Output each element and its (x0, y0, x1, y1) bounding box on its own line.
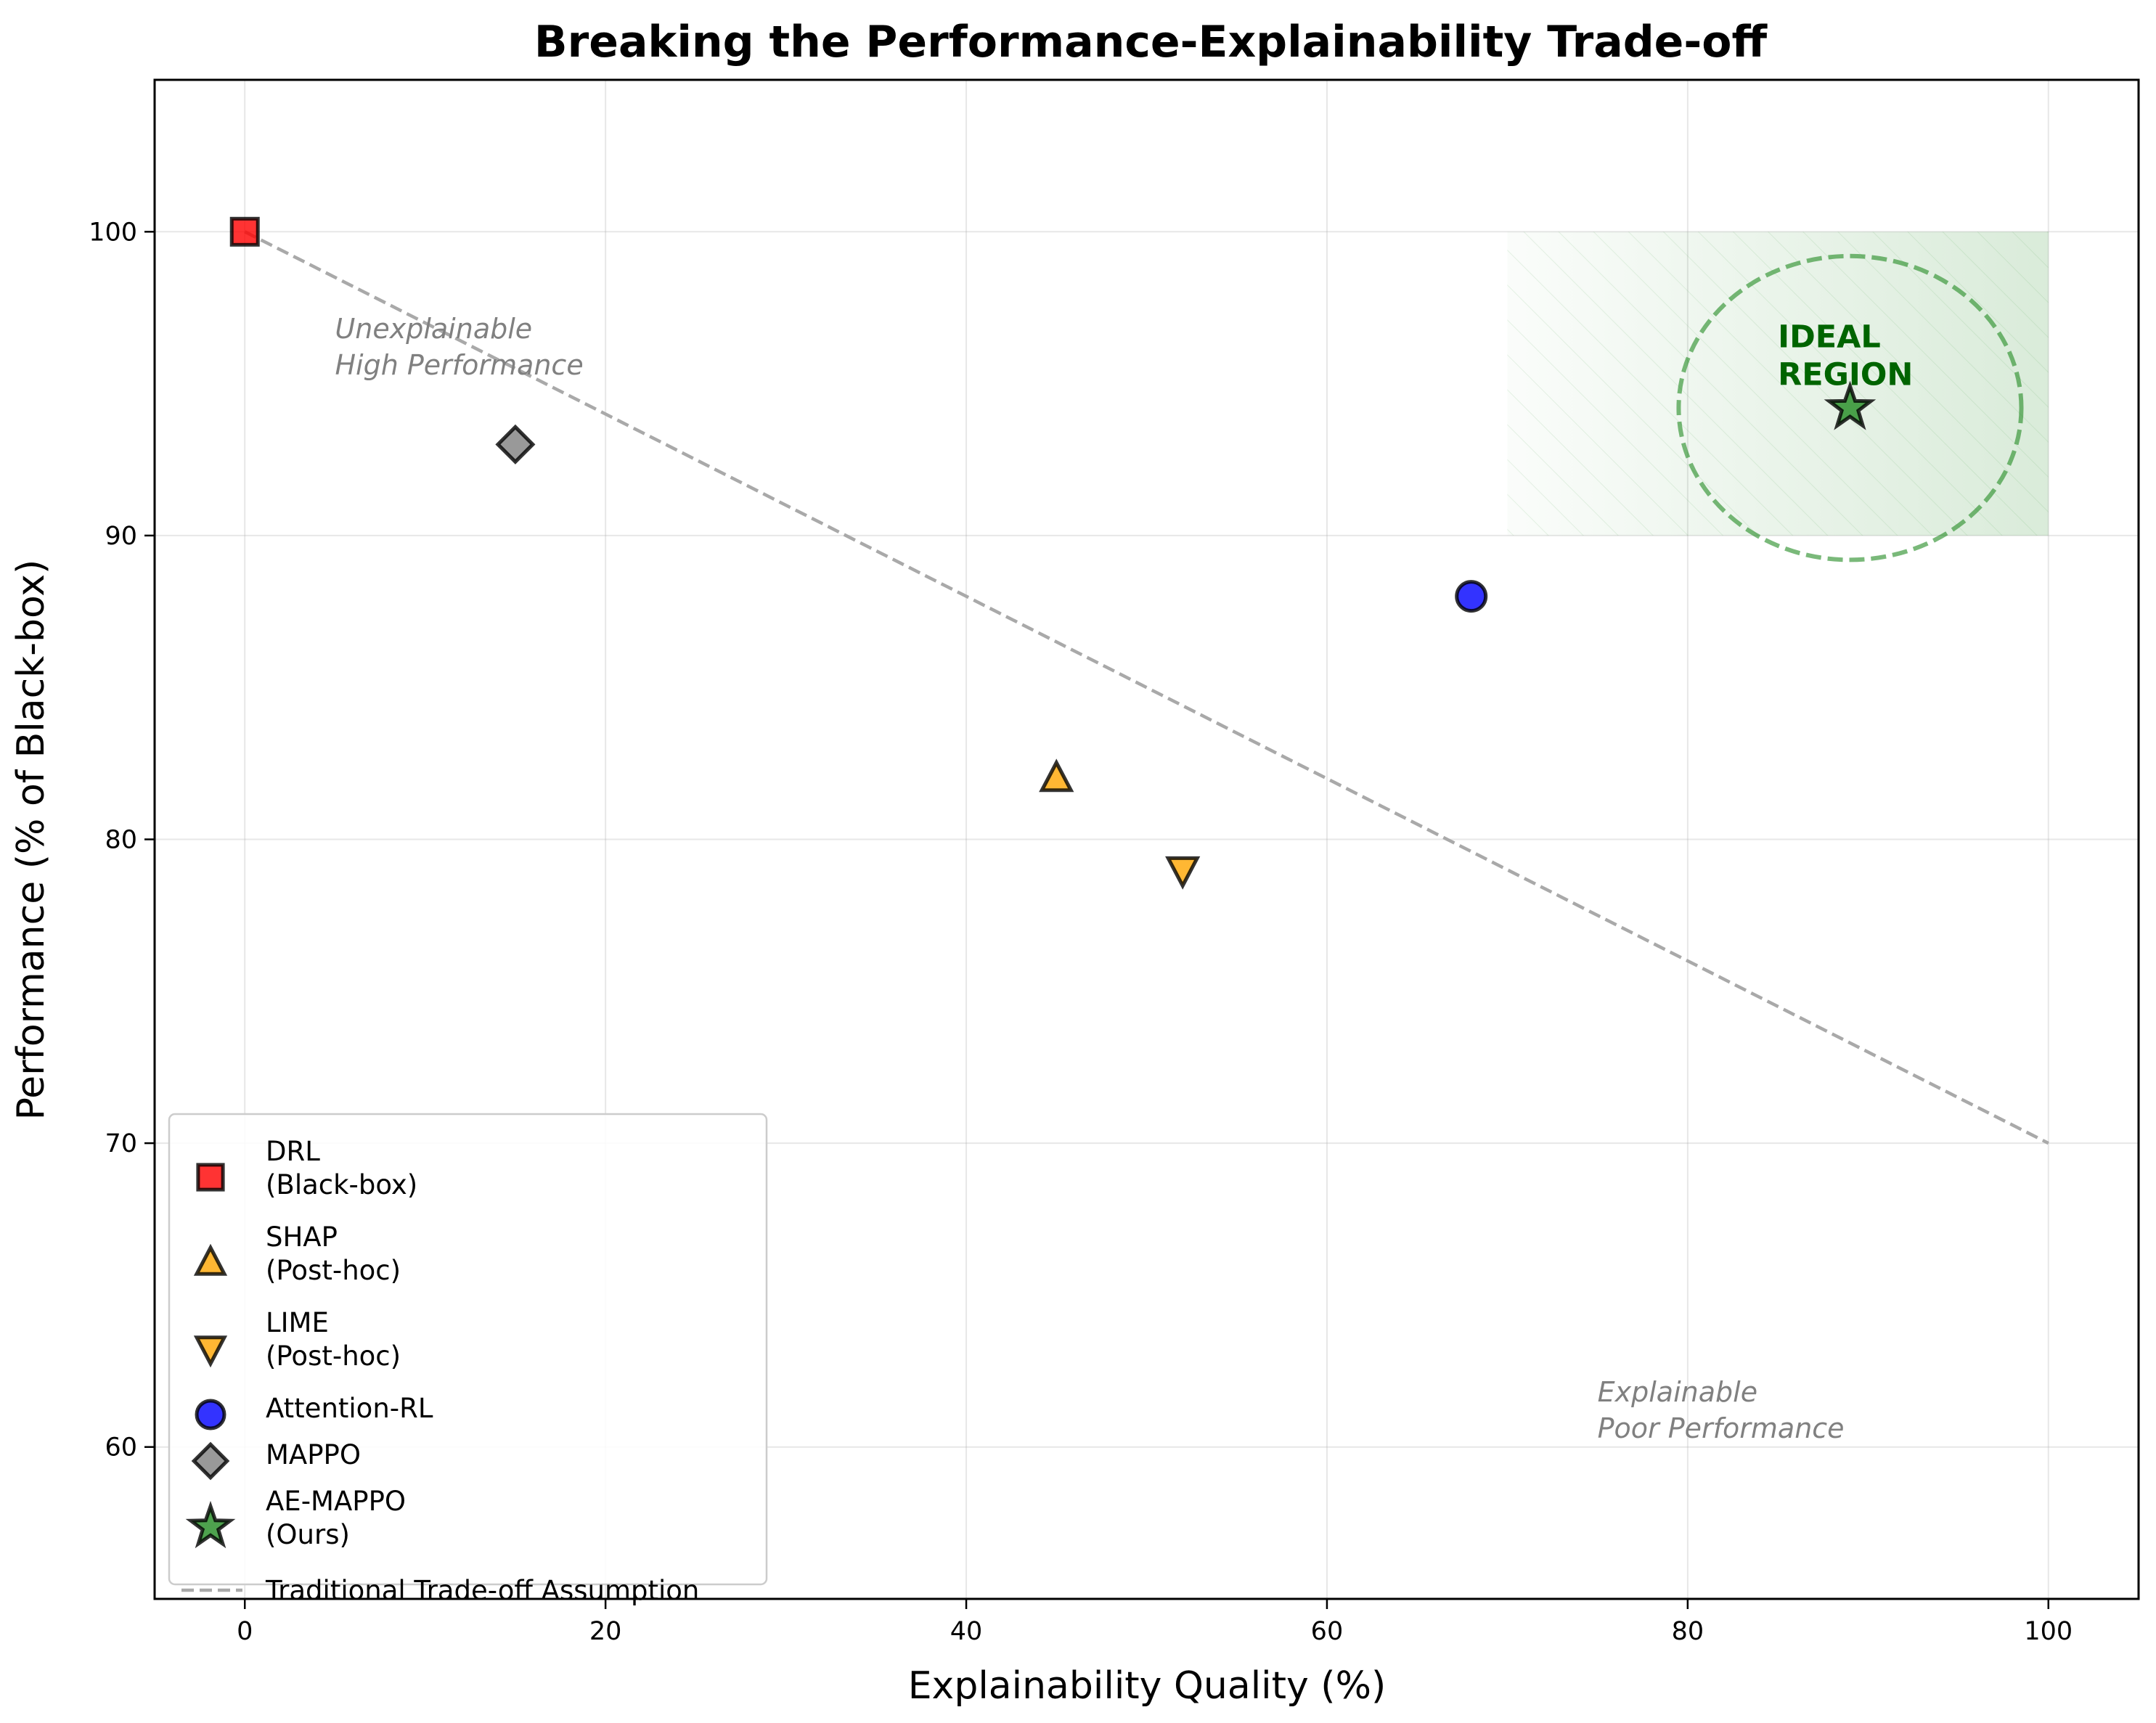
legend: DRL (Black-box)SHAP (Post-hoc)LIME (Post-ho… (168, 1113, 768, 1606)
annotation-unexplainable: Unexplainable High Performance (335, 313, 583, 381)
legend-marker-ae-mappo (185, 1500, 236, 1549)
annotation-explainable: Explainable Poor Performance (1598, 1376, 1845, 1444)
y-tick-label: 60 (105, 1433, 137, 1462)
chart-title: Breaking the Performance-Explainability … (534, 17, 1768, 67)
point-attention-rl (1455, 580, 1488, 613)
legend-label-ae-mappo: AE-MAPPO (Ours) (266, 1486, 406, 1550)
x-tick-label: 60 (1311, 1617, 1344, 1646)
legend-label-drl: DRL (Black-box) (266, 1136, 417, 1200)
legend-label-line: AE-MAPPO (266, 1486, 406, 1517)
legend-label-line: Attention-RL (266, 1393, 433, 1424)
x-tick-label: 0 (237, 1617, 253, 1646)
legend-marker-mappo (191, 1441, 230, 1481)
data-points (229, 216, 1877, 890)
legend-label-line: (Black-box) (266, 1169, 417, 1200)
legend-label-line: (Post-hoc) (266, 1341, 401, 1372)
legend-label-lime: LIME (Post-hoc) (266, 1307, 401, 1372)
y-tick-label: 80 (105, 826, 137, 855)
legend-label-line: DRL (266, 1136, 320, 1167)
legend-label-line: LIME (266, 1307, 329, 1338)
legend-marker-shap (193, 1243, 228, 1276)
legend-label-line: (Post-hoc) (266, 1255, 401, 1286)
point-drl (229, 216, 260, 247)
x-axis-label: Explainability Quality (%) (908, 1664, 1387, 1708)
annotation-line: Explainable (1598, 1376, 1757, 1408)
x-tick-label: 100 (2024, 1617, 2073, 1646)
point-mappo (495, 424, 536, 464)
y-tick-label: 100 (89, 218, 137, 247)
y-tick-label: 90 (105, 522, 137, 551)
annotation-line: REGION (1778, 356, 1913, 393)
annotation-line: Poor Performance (1598, 1412, 1845, 1444)
legend-label-shap: SHAP (Post-hoc) (266, 1221, 401, 1286)
legend-box (168, 1113, 768, 1586)
point-shap (1039, 758, 1074, 793)
legend-label-line: (Ours) (266, 1519, 350, 1550)
ideal-ellipse (1676, 253, 2024, 562)
x-tick-label: 80 (1672, 1617, 1704, 1646)
legend-label-line: MAPPO (266, 1439, 361, 1470)
legend-label-line: SHAP (266, 1221, 338, 1253)
annotation-line: IDEAL (1778, 319, 1881, 355)
legend-marker-drl (196, 1163, 225, 1192)
ticks: 0 20 40 60 80 100 60 70 80 90 100 (89, 218, 2073, 1646)
annotation-line: High Performance (335, 349, 583, 381)
y-axis-label: Performance (% of Black-box) (9, 560, 53, 1121)
annotation-line: Unexplainable (335, 313, 532, 345)
y-tick-label: 70 (105, 1129, 137, 1158)
legend-label-mappo: MAPPO (266, 1439, 361, 1470)
x-tick-label: 20 (589, 1617, 622, 1646)
tradeoff-line (244, 230, 2049, 1145)
legend-label-tradeoff: Traditional Trade-off Assumption (265, 1575, 699, 1606)
point-ae-mappo (1824, 380, 1877, 430)
x-tick-label: 40 (950, 1617, 983, 1646)
annotation-ideal-region: IDEAL REGION (1778, 319, 1913, 393)
point-lime (1165, 856, 1201, 890)
legend-marker-lime (193, 1335, 228, 1368)
ideal-region-hatch (1507, 232, 2049, 536)
legend-label-attention-rl: Attention-RL (266, 1393, 433, 1424)
legend-marker-attention-rl (195, 1399, 226, 1431)
